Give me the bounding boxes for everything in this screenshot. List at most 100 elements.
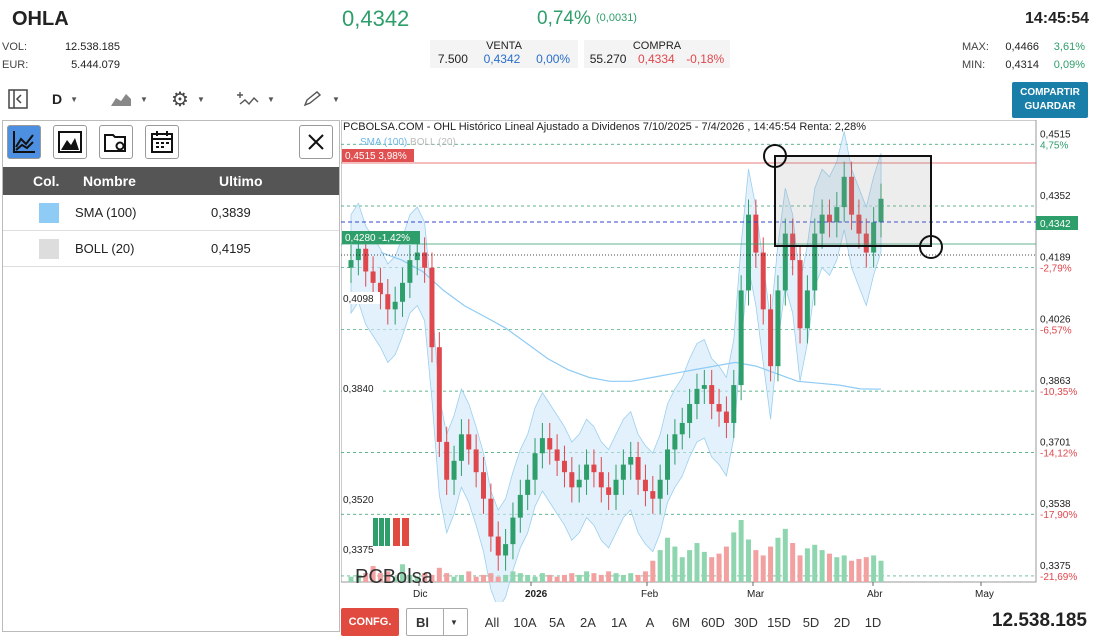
- range-button-15d[interactable]: 15D: [767, 614, 791, 630]
- chart-type-selector[interactable]: ▼: [110, 88, 148, 110]
- venta-price: 0,4342: [483, 52, 521, 66]
- range-button-30d[interactable]: 30D: [734, 614, 758, 630]
- max-pct: 3,61%: [1053, 41, 1085, 53]
- candle-body: [503, 544, 509, 556]
- indicator-row[interactable]: SMA (100) 0,3839: [3, 195, 339, 231]
- close-panel-button[interactable]: [299, 125, 333, 159]
- share-save-button[interactable]: COMPARTIR GUARDAR: [1012, 82, 1088, 118]
- candle-body: [775, 290, 781, 367]
- volume-bar: [665, 537, 671, 582]
- volume-bar: [429, 574, 435, 582]
- range-button-5a[interactable]: 5A: [549, 614, 565, 630]
- period-selector[interactable]: D ▼: [52, 88, 78, 110]
- volume-bar: [495, 576, 501, 582]
- volume-bar: [760, 555, 766, 582]
- range-button-10a[interactable]: 10A: [513, 614, 537, 630]
- y-tick-pct: -14,12%: [1040, 449, 1077, 460]
- candle-body: [422, 252, 428, 268]
- scale-select[interactable]: Bl ▼: [406, 608, 468, 636]
- candle-body: [760, 252, 766, 310]
- current-price-tag: [1036, 216, 1078, 230]
- range-button-5d[interactable]: 5D: [802, 614, 820, 630]
- max-label: MAX:: [962, 41, 989, 53]
- volume-bar: [775, 537, 781, 582]
- volume-bar: [819, 550, 825, 582]
- range-button-2d[interactable]: 2D: [833, 614, 851, 630]
- volume-label: VOL:: [2, 41, 28, 53]
- total-volume: 12.538.185: [991, 610, 1087, 631]
- venta-title: VENTA: [486, 40, 522, 52]
- col-header-last: Ultimo: [219, 173, 263, 189]
- y-tick-pct: -17,90%: [1040, 510, 1077, 521]
- indicators-tab[interactable]: [7, 125, 41, 159]
- y-tick-label: 0,3701: [1040, 438, 1071, 449]
- candle-body: [554, 449, 560, 461]
- candle-body: [709, 385, 715, 405]
- candle-body: [716, 404, 722, 412]
- volume-bar: [422, 573, 428, 582]
- volume-bar: [444, 573, 450, 582]
- volume-bar: [834, 557, 840, 582]
- candle-body: [598, 472, 604, 488]
- candle-body: [348, 260, 354, 268]
- y-tick-label: 0,4515: [1040, 129, 1071, 140]
- indicator-row[interactable]: BOLL (20) 0,4195: [3, 231, 339, 267]
- settings-selector[interactable]: ⚙ ▼: [171, 88, 205, 111]
- volume-bar: [782, 528, 788, 582]
- draw-tools-selector[interactable]: ▼: [302, 88, 340, 110]
- selection-rectangle[interactable]: [774, 155, 932, 247]
- price-chart[interactable]: 0,4515 3,98% 0,4280 -1,42% 0,4342 0,4098…: [341, 120, 1089, 602]
- volume-bar: [841, 555, 847, 582]
- candle-body: [561, 460, 567, 473]
- range-button-all[interactable]: All: [484, 614, 500, 630]
- chart-style-tab[interactable]: [53, 125, 87, 159]
- range-button-60d[interactable]: 60D: [701, 614, 725, 630]
- candle-body: [849, 176, 855, 215]
- volume-bar: [510, 571, 516, 582]
- level-label: 0,3840: [343, 384, 374, 395]
- volume-bar: [466, 571, 472, 582]
- volume-bar: [657, 550, 663, 582]
- candle-body: [377, 282, 383, 295]
- indicator-value: 0,3839: [211, 205, 251, 220]
- color-swatch[interactable]: [39, 239, 59, 259]
- x-tick-label: 2026: [525, 589, 548, 600]
- calendar-icon: [151, 131, 173, 153]
- volume-bar: [400, 564, 406, 582]
- range-button-1d[interactable]: 1D: [864, 614, 882, 630]
- volume-bar: [458, 574, 464, 582]
- range-button-1a[interactable]: 1A: [611, 614, 627, 630]
- volume-bar: [642, 571, 648, 582]
- volume-bar: [701, 551, 707, 582]
- candle-body: [473, 449, 479, 473]
- volume-bar: [547, 574, 553, 582]
- min-value: 0,4314: [1005, 59, 1039, 71]
- volume-bar: [539, 573, 545, 582]
- drag-handle-bottom-right[interactable]: [919, 235, 943, 259]
- range-button-a[interactable]: A: [645, 614, 655, 630]
- drag-handle-top-left[interactable]: [763, 144, 787, 168]
- toggle-panel-button[interactable]: [6, 88, 30, 110]
- candle-body: [525, 479, 531, 495]
- candle-body: [547, 438, 553, 450]
- candle-body: [642, 479, 648, 492]
- volume-bar: [598, 574, 604, 582]
- volume-bar: [746, 539, 751, 582]
- candle-body: [797, 260, 803, 329]
- config-button[interactable]: CONFG.: [341, 608, 399, 636]
- volume-bar: [812, 544, 818, 582]
- range-button-6m[interactable]: 6M: [671, 614, 691, 630]
- volume-bar: [591, 573, 597, 582]
- range-button-2a[interactable]: 2A: [580, 614, 596, 630]
- color-swatch[interactable]: [39, 203, 59, 223]
- volume-bar: [871, 555, 877, 582]
- indicator-name: BOLL (20): [75, 241, 135, 256]
- candle-body: [635, 457, 641, 480]
- folder-settings-tab[interactable]: [99, 125, 133, 159]
- calendar-tab[interactable]: [145, 125, 179, 159]
- panel-collapse-icon: [8, 89, 28, 109]
- mountain-chart-icon: [58, 131, 82, 153]
- candle-body: [466, 434, 472, 450]
- volume-bar: [377, 573, 383, 582]
- indicators-selector[interactable]: ▼: [237, 88, 275, 110]
